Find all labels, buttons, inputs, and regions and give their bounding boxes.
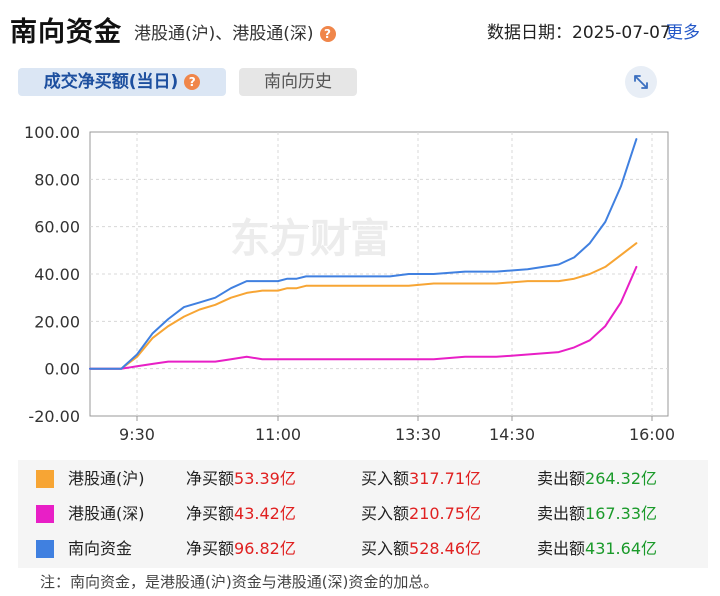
data-date: 数据日期：2025-07-07	[487, 23, 671, 43]
y-tick-label: 40.00	[34, 265, 80, 284]
y-axis: 100.00 80.00 60.00 40.00 20.00 0.00 -20.00	[24, 123, 80, 426]
legend-swatch	[36, 470, 54, 488]
legend-table: 港股通(沪) 净买额53.39亿 买入额317.71亿 卖出额264.32亿 港…	[18, 460, 708, 568]
y-tick-label: 20.00	[34, 312, 80, 331]
buy-amount: 买入额210.75亿	[361, 504, 482, 523]
footnote: 注：南向资金，是港股通(沪)资金与港股通(深)资金的加总。	[40, 573, 439, 591]
series-name: 港股通(沪)	[68, 469, 145, 488]
sell-amount: 卖出额431.64亿	[537, 539, 658, 558]
help-icon[interactable]: ?	[319, 26, 336, 42]
series-line	[89, 242, 638, 370]
legend-row-sh: 港股通(沪) 净买额53.39亿 买入额317.71亿 卖出额264.32亿	[18, 462, 708, 496]
net-buy: 净买额96.82亿	[186, 539, 296, 558]
header: 南向资金 港股通(沪)、港股通(深)? 数据日期：2025-07-07 更多	[0, 0, 720, 56]
expand-arrows-icon	[634, 75, 648, 89]
y-tick-label: 80.00	[34, 170, 80, 189]
y-tick-label: 60.00	[34, 218, 80, 237]
buy-amount: 买入额528.46亿	[361, 539, 482, 558]
more-link[interactable]: 更多	[666, 23, 700, 43]
y-tick-label: 0.00	[44, 360, 80, 379]
chart-grid	[89, 131, 669, 417]
series-name: 南向资金	[68, 539, 133, 558]
tab-daily-net-buy[interactable]: 成交净买额(当日)?	[18, 68, 226, 96]
series-lines	[89, 138, 638, 370]
page-subtitle: 港股通(沪)、港股通(深)?	[134, 19, 336, 44]
help-icon[interactable]: ?	[184, 74, 201, 90]
series-name: 港股通(深)	[68, 504, 145, 523]
x-tick-label: 13:30	[395, 425, 441, 444]
series-line	[89, 138, 638, 370]
net-buy: 净买额53.39亿	[186, 469, 296, 488]
y-tick-label: 100.00	[24, 123, 80, 142]
net-buy: 净买额43.42亿	[186, 504, 296, 523]
x-tick-label: 16:00	[629, 425, 675, 444]
page-title: 南向资金	[10, 17, 122, 48]
watermark: 东方财富	[230, 216, 390, 262]
x-tick-label: 9:30	[119, 425, 155, 444]
y-tick-label: -20.00	[28, 407, 80, 426]
subtitle-text: 港股通(沪)、港股通(深)	[134, 24, 314, 44]
tab-southbound-history[interactable]: 南向历史	[239, 68, 357, 96]
legend-row-total: 南向资金 净买额96.82亿 买入额528.46亿 卖出额431.64亿	[18, 532, 708, 566]
legend-row-sz: 港股通(深) 净买额43.42亿 买入额210.75亿 卖出额167.33亿	[18, 497, 708, 531]
net-buy-line-chart: 东方财富 100.00 80.00 60.00 40.00 20.00 0.00 -20.0…	[24, 123, 675, 444]
x-axis: 9:30 11:00 13:30 14:30 16:00	[119, 416, 675, 444]
x-tick-label: 14:30	[489, 425, 535, 444]
sell-amount: 卖出额264.32亿	[537, 469, 658, 488]
tab-daily-net-buy-label: 成交净买额(当日)	[43, 72, 179, 92]
expand-button[interactable]	[625, 66, 657, 98]
sell-amount: 卖出额167.33亿	[537, 504, 658, 523]
x-tick-label: 11:00	[255, 425, 301, 444]
series-line	[89, 265, 638, 370]
buy-amount: 买入额317.71亿	[361, 469, 482, 488]
legend-swatch	[36, 540, 54, 558]
legend-swatch	[36, 505, 54, 523]
